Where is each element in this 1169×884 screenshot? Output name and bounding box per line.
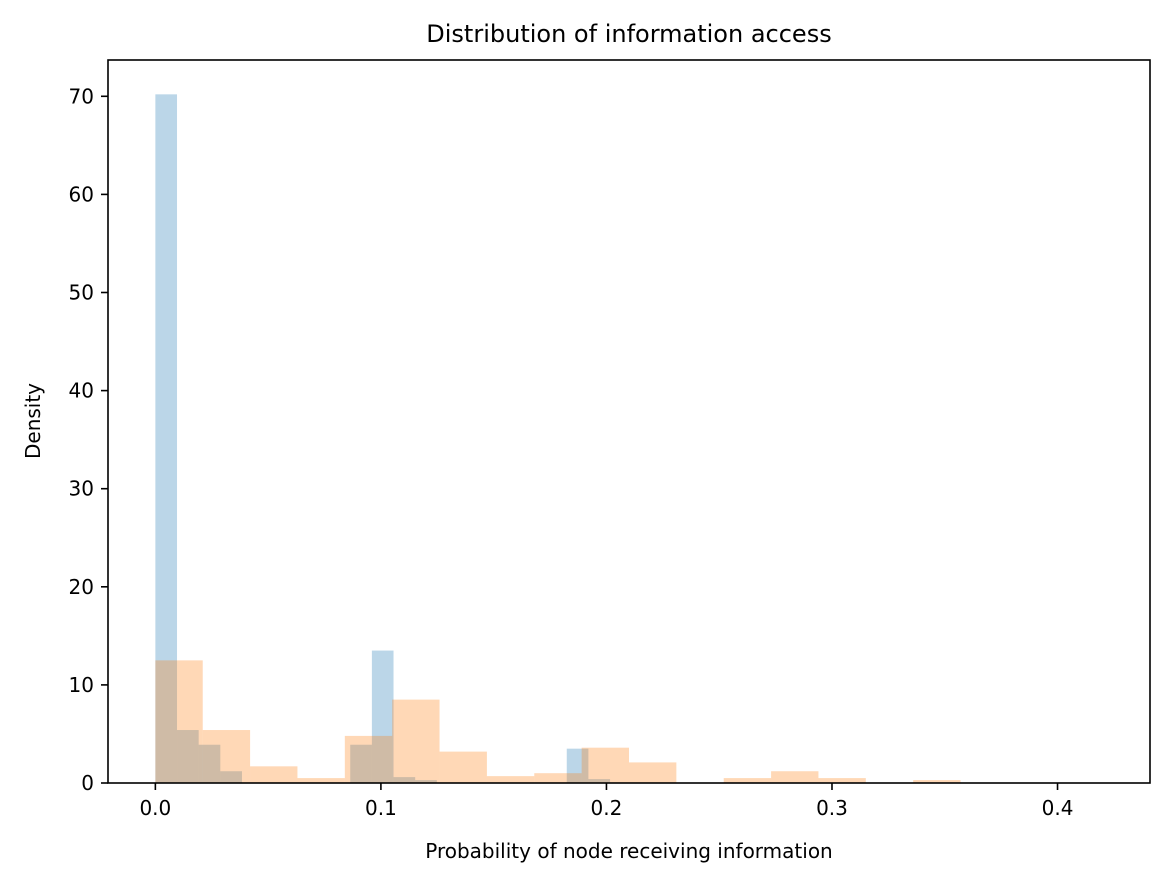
y-tick-label: 70 [69,84,94,108]
histogram-bar-series-2-bin-2 [202,730,251,783]
chart-title: Distribution of information access [426,20,831,48]
histogram-bar-series-2-bin-11 [629,762,677,783]
histogram-bar-series-2-bin-4 [297,778,345,783]
x-tick-label: 0.1 [365,796,397,820]
histogram-bar-series-1-bin-4 [220,771,242,783]
histogram-bar-series-2-bin-15 [818,778,866,783]
histogram-bar-series-2-bin-6 [392,699,440,783]
x-tick-label: 0.4 [1042,796,1074,820]
histogram-bar-series-1-bin-5 [350,744,372,783]
y-tick-label: 50 [69,280,94,304]
y-tick-label: 60 [69,182,94,206]
x-axis-label: Probability of node receiving informatio… [425,839,832,863]
histogram-bar-series-2-bin-5 [344,735,393,783]
x-tick-label: 0.2 [591,796,623,820]
histogram-bar-series-2-bin-7 [439,751,487,783]
histogram-bar-series-2-bin-10 [581,747,629,783]
histogram-bar-series-1-bin-3 [198,744,221,783]
histogram-bar-series-1-bin-1 [155,94,178,784]
bars-layer [155,94,961,784]
y-tick-label: 30 [69,477,94,501]
x-axis: 0.0 0.1 0.2 0.3 0.4 [139,783,1073,820]
histogram-bar-series-1-bin-10 [588,779,611,783]
histogram-bar-series-1-bin-2 [177,730,199,783]
histogram-bar-series-2-bin-1 [155,660,203,783]
histogram-bar-series-2-bin-3 [250,766,298,783]
histogram-bar-series-2-bin-17 [913,780,961,783]
x-tick-label: 0.3 [816,796,848,820]
y-tick-label: 0 [81,771,94,795]
y-tick-label: 20 [69,575,94,599]
histogram-bar-series-1-bin-8 [415,780,437,783]
y-tick-label: 40 [69,379,94,403]
histogram-bar-series-1-bin-7 [393,777,416,783]
histogram-bar-series-2-bin-14 [771,771,819,783]
histogram-bar-series-2-bin-8 [486,776,535,783]
histogram-bar-series-2-bin-13 [723,778,772,783]
histogram-bar-series-1-bin-6 [371,650,394,783]
plot-area-frame [107,59,1151,784]
histogram-bar-series-2-bin-9 [534,773,582,783]
x-tick-label: 0.0 [139,796,171,820]
y-axis-label: Density [21,383,45,459]
y-axis: 0 10 20 30 40 50 60 70 [69,84,108,795]
y-tick-label: 10 [69,673,94,697]
histogram-bar-series-1-bin-9 [566,748,589,783]
